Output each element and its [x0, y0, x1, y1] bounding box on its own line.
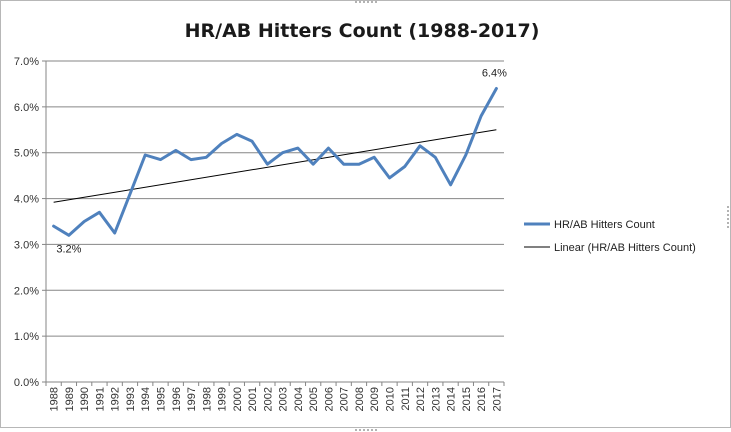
- x-tick-label: 2007: [339, 387, 351, 411]
- x-tick-label: 1991: [94, 387, 106, 411]
- x-tick-label: 1998: [201, 387, 213, 411]
- y-tick-label: 4.0%: [14, 194, 39, 206]
- x-tick-label: 2009: [369, 387, 381, 411]
- series-line-hr-ab-hitters-count: [52, 87, 498, 237]
- x-tick-label: 2008: [354, 387, 366, 411]
- data-label: 6.4%: [482, 68, 507, 80]
- trendline-layer: [53, 129, 497, 203]
- x-tick-label: 2004: [293, 387, 305, 411]
- y-tick-label: 2.0%: [14, 285, 39, 297]
- x-tick-label: 1995: [156, 387, 168, 411]
- x-tick-label: 2016: [476, 387, 488, 411]
- chart-title: HR/AB Hitters Count (1988-2017): [185, 20, 540, 42]
- x-tick-label: 1993: [125, 387, 137, 411]
- x-tick-label: 2012: [415, 387, 427, 411]
- legend-item-hr-ab-hitters-count-label: HR/AB Hitters Count: [554, 219, 655, 231]
- x-tick-label: 1990: [79, 387, 91, 411]
- x-tick-label: 1992: [110, 387, 122, 411]
- legend-item-linear-trendline-label: Linear (HR/AB Hitters Count): [554, 242, 696, 254]
- y-tick-label: 6.0%: [14, 102, 39, 114]
- data-label: 3.2%: [56, 243, 81, 255]
- y-tick-label: 7.0%: [14, 56, 39, 68]
- x-tick-label: 2002: [262, 387, 274, 411]
- legend: HR/AB Hitters Count Linear (HR/AB Hitters…: [524, 219, 696, 254]
- y-tick-label: 0.0%: [14, 377, 39, 389]
- trendline: [53, 129, 497, 203]
- resize-handle-bottom[interactable]: [354, 428, 378, 432]
- axes: 0.0% 1.0% 2.0% 3.0% 4.0% 5.0% 6.0% 7.0% 1988 1989…: [14, 56, 505, 411]
- x-tick-label: 2011: [400, 387, 412, 411]
- y-tick-label: 1.0%: [14, 331, 39, 343]
- x-tick-label: 2001: [247, 387, 259, 411]
- x-tick-label: 1994: [140, 387, 152, 411]
- x-tick-label: 2003: [278, 387, 290, 411]
- x-tick-label: 1997: [186, 387, 198, 411]
- x-tick-label: 1999: [217, 387, 229, 411]
- x-tick-label: 1988: [49, 387, 61, 411]
- x-tick-label: 2014: [446, 387, 458, 411]
- series-layer: [52, 87, 498, 237]
- x-tick-label: 2015: [461, 387, 473, 411]
- x-tick-label: 2010: [385, 387, 397, 411]
- y-tick-label: 5.0%: [14, 148, 39, 160]
- x-tick-label: 2006: [323, 387, 335, 411]
- resize-handle-right[interactable]: [726, 205, 730, 229]
- x-tick-label: 2013: [430, 387, 442, 411]
- gridlines: [46, 60, 504, 337]
- x-tick-label: 1996: [171, 387, 183, 411]
- x-tick-label: 2000: [232, 387, 244, 411]
- x-tick-label: 1989: [64, 387, 76, 411]
- x-tick-label: 2017: [491, 387, 503, 411]
- data-labels: 3.2% 6.4%: [56, 68, 507, 256]
- x-tick-label: 2005: [308, 387, 320, 411]
- y-tick-label: 3.0%: [14, 239, 39, 251]
- resize-handle-top[interactable]: [354, 0, 378, 4]
